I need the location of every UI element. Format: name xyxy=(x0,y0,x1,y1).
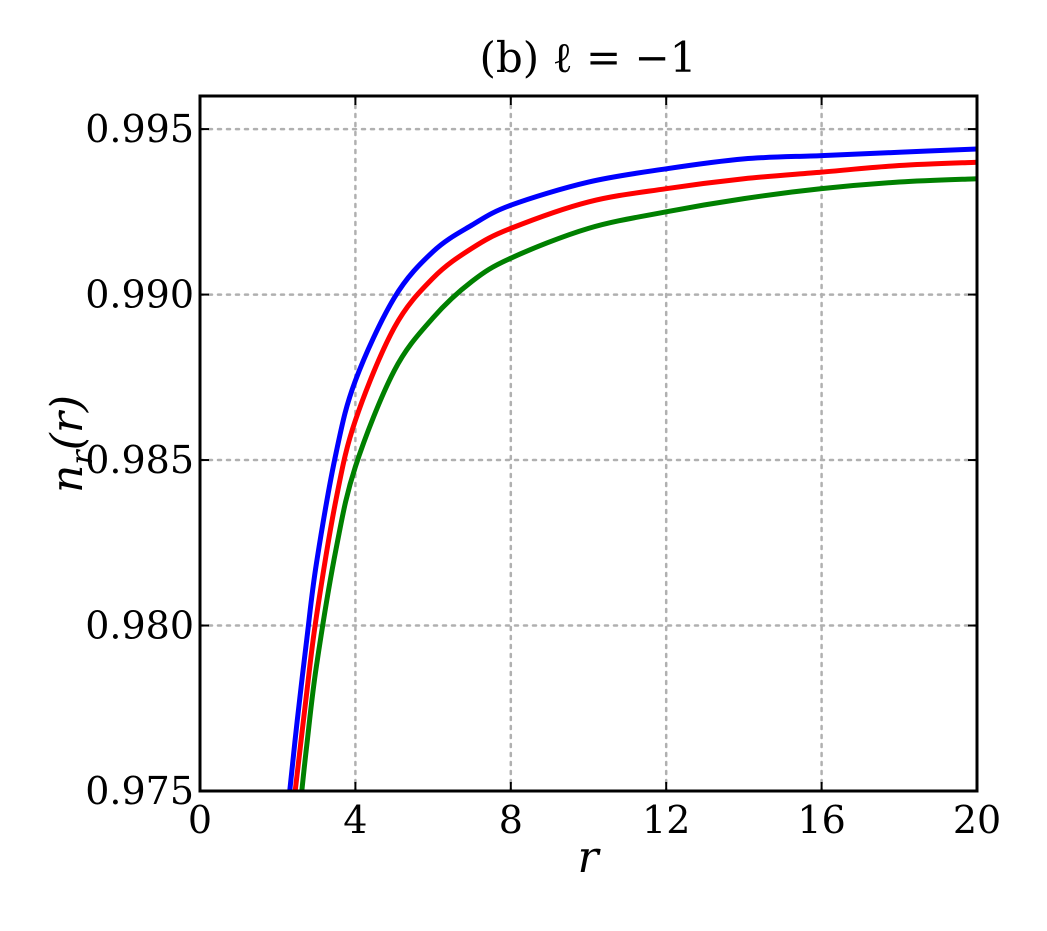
y-tick-label: 0.980 xyxy=(85,604,194,648)
y-tick-label: 0.985 xyxy=(85,438,194,482)
y-axis-label: nr(r) xyxy=(42,395,100,493)
ticks xyxy=(199,96,978,792)
y-tick-label: 0.990 xyxy=(85,273,194,317)
x-axis-label: r xyxy=(577,832,601,883)
y-tick-label: 0.995 xyxy=(85,107,194,151)
series-line-3 xyxy=(299,176,977,791)
x-tick-label: 16 xyxy=(797,798,845,842)
y-tick-label: 0.975 xyxy=(85,769,194,813)
plot-frame xyxy=(198,94,979,793)
series-line-2 xyxy=(292,159,977,791)
x-tick-label: 0 xyxy=(188,798,212,842)
chart-title: (b) ℓ = −1 xyxy=(480,33,697,82)
tick-labels: 0 4 8 12 16 20 0.975 0.980 0.985 0.990 0.995 xyxy=(85,107,1001,842)
x-tick-label: 20 xyxy=(953,798,1001,842)
series-line-1 xyxy=(287,146,977,791)
series-group xyxy=(287,146,977,791)
x-tick-label: 8 xyxy=(499,798,523,842)
x-tick-label: 4 xyxy=(343,798,367,842)
x-tick-label: 12 xyxy=(642,798,690,842)
